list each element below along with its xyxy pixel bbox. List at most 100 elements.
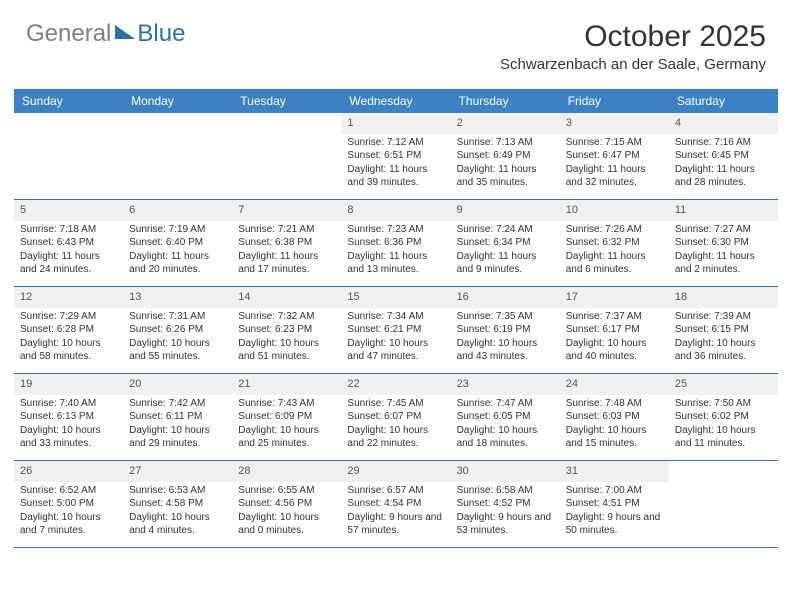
sunrise-text: Sunrise: 7:27 AM — [675, 223, 772, 237]
day-cell: 2Sunrise: 7:13 AMSunset: 6:49 PMDaylight… — [451, 113, 560, 199]
day-number: 25 — [669, 374, 778, 395]
day-cell: 27Sunrise: 6:53 AMSunset: 4:58 PMDayligh… — [123, 461, 232, 547]
day-cell: 8 Sunrise: 7:23 AMSunset: 6:36 PMDaylight… — [341, 200, 450, 286]
week-row: 12Sunrise: 7:29 AMSunset: 6:28 PMDayligh… — [14, 287, 778, 374]
day-body: Sunrise: 7:27 AMSunset: 6:30 PMDaylight:… — [669, 223, 778, 281]
sunset-text: Sunset: 6:40 PM — [129, 236, 226, 250]
day-body: Sunrise: 7:32 AMSunset: 6:23 PMDaylight:… — [232, 310, 341, 368]
sunrise-text: Sunrise: 7:23 AM — [347, 223, 444, 237]
sunrise-text: Sunrise: 6:58 AM — [457, 484, 554, 498]
daylight-text: Daylight: 11 hours and 13 minutes. — [347, 250, 444, 277]
daylight-text: Daylight: 10 hours and 15 minutes. — [566, 424, 663, 451]
daylight-text: Daylight: 11 hours and 28 minutes. — [675, 163, 772, 190]
day-body: Sunrise: 6:57 AMSunset: 4:54 PMDaylight:… — [341, 484, 450, 542]
sunset-text: Sunset: 6:34 PM — [457, 236, 554, 250]
sunrise-text: Sunrise: 7:13 AM — [457, 136, 554, 150]
week-row: 26Sunrise: 6:52 AMSunset: 5:00 PMDayligh… — [14, 461, 778, 548]
day-cell: 14Sunrise: 7:32 AMSunset: 6:23 PMDayligh… — [232, 287, 341, 373]
logo-text-blue: Blue — [137, 20, 185, 48]
sunrise-text: Sunrise: 7:40 AM — [20, 397, 117, 411]
daylight-text: Daylight: 10 hours and 25 minutes. — [238, 424, 335, 451]
day-number: 27 — [123, 461, 232, 482]
day-cell: 17Sunrise: 7:37 AMSunset: 6:17 PMDayligh… — [560, 287, 669, 373]
header: General Blue October 2025 Schwarzenbach … — [0, 0, 792, 79]
logo-text-general: General — [26, 20, 111, 48]
sunset-text: Sunset: 6:45 PM — [675, 149, 772, 163]
location-text: Schwarzenbach an der Saale, Germany — [500, 56, 766, 73]
day-number: 13 — [123, 287, 232, 308]
dow-monday: Monday — [123, 89, 232, 113]
sunrise-text: Sunrise: 7:29 AM — [20, 310, 117, 324]
day-number: 8 — [341, 200, 450, 221]
day-number: 3 — [560, 113, 669, 134]
day-cell: 16Sunrise: 7:35 AMSunset: 6:19 PMDayligh… — [451, 287, 560, 373]
daylight-text: Daylight: 10 hours and 11 minutes. — [675, 424, 772, 451]
daylight-text: Daylight: 10 hours and 22 minutes. — [347, 424, 444, 451]
daylight-text: Daylight: 11 hours and 32 minutes. — [566, 163, 663, 190]
day-cell: . — [669, 461, 778, 547]
day-number: 31 — [560, 461, 669, 482]
daylight-text: Daylight: 10 hours and 33 minutes. — [20, 424, 117, 451]
daylight-text: Daylight: 10 hours and 29 minutes. — [129, 424, 226, 451]
title-block: October 2025 Schwarzenbach an der Saale,… — [500, 20, 766, 73]
day-cell: 11Sunrise: 7:27 AMSunset: 6:30 PMDayligh… — [669, 200, 778, 286]
day-body: Sunrise: 7:43 AMSunset: 6:09 PMDaylight:… — [232, 397, 341, 455]
day-number: 16 — [451, 287, 560, 308]
days-of-week-header: Sunday Monday Tuesday Wednesday Thursday… — [14, 89, 778, 113]
sunrise-text: Sunrise: 7:39 AM — [675, 310, 772, 324]
sunrise-text: Sunrise: 7:26 AM — [566, 223, 663, 237]
daylight-text: Daylight: 10 hours and 55 minutes. — [129, 337, 226, 364]
day-body: Sunrise: 6:55 AMSunset: 4:56 PMDaylight:… — [232, 484, 341, 542]
day-number: 22 — [341, 374, 450, 395]
day-cell: 4Sunrise: 7:16 AMSunset: 6:45 PMDaylight… — [669, 113, 778, 199]
day-number: 21 — [232, 374, 341, 395]
daylight-text: Daylight: 11 hours and 9 minutes. — [457, 250, 554, 277]
daylight-text: Daylight: 10 hours and 58 minutes. — [20, 337, 117, 364]
sunrise-text: Sunrise: 7:18 AM — [20, 223, 117, 237]
sunset-text: Sunset: 6:51 PM — [347, 149, 444, 163]
day-body: Sunrise: 7:50 AMSunset: 6:02 PMDaylight:… — [669, 397, 778, 455]
daylight-text: Daylight: 10 hours and 18 minutes. — [457, 424, 554, 451]
daylight-text: Daylight: 9 hours and 53 minutes. — [457, 511, 554, 538]
day-cell: 7Sunrise: 7:21 AMSunset: 6:38 PMDaylight… — [232, 200, 341, 286]
sunrise-text: Sunrise: 7:19 AM — [129, 223, 226, 237]
day-body: Sunrise: 7:42 AMSunset: 6:11 PMDaylight:… — [123, 397, 232, 455]
logo-triangle-icon — [115, 25, 135, 39]
sunset-text: Sunset: 6:11 PM — [129, 410, 226, 424]
logo: General Blue — [26, 20, 185, 48]
day-cell: 9Sunrise: 7:24 AMSunset: 6:34 PMDaylight… — [451, 200, 560, 286]
sunrise-text: Sunrise: 7:35 AM — [457, 310, 554, 324]
sunset-text: Sunset: 6:13 PM — [20, 410, 117, 424]
sunset-text: Sunset: 6:38 PM — [238, 236, 335, 250]
day-number: 1 — [341, 113, 450, 134]
sunset-text: Sunset: 6:30 PM — [675, 236, 772, 250]
sunset-text: Sunset: 4:52 PM — [457, 497, 554, 511]
day-cell: 10Sunrise: 7:26 AMSunset: 6:32 PMDayligh… — [560, 200, 669, 286]
sunrise-text: Sunrise: 7:21 AM — [238, 223, 335, 237]
sunrise-text: Sunrise: 7:32 AM — [238, 310, 335, 324]
day-cell: . — [14, 113, 123, 199]
daylight-text: Daylight: 10 hours and 36 minutes. — [675, 337, 772, 364]
sunset-text: Sunset: 4:56 PM — [238, 497, 335, 511]
sunrise-text: Sunrise: 7:42 AM — [129, 397, 226, 411]
sunrise-text: Sunrise: 7:00 AM — [566, 484, 663, 498]
sunrise-text: Sunrise: 7:16 AM — [675, 136, 772, 150]
day-number: 30 — [451, 461, 560, 482]
daylight-text: Daylight: 11 hours and 35 minutes. — [457, 163, 554, 190]
dow-wednesday: Wednesday — [341, 89, 450, 113]
day-cell: 12Sunrise: 7:29 AMSunset: 6:28 PMDayligh… — [14, 287, 123, 373]
day-body: Sunrise: 7:19 AMSunset: 6:40 PMDaylight:… — [123, 223, 232, 281]
dow-thursday: Thursday — [451, 89, 560, 113]
sunset-text: Sunset: 6:05 PM — [457, 410, 554, 424]
weeks-container: ...1Sunrise: 7:12 AMSunset: 6:51 PMDayli… — [14, 113, 778, 548]
sunset-text: Sunset: 6:15 PM — [675, 323, 772, 337]
sunrise-text: Sunrise: 7:43 AM — [238, 397, 335, 411]
daylight-text: Daylight: 9 hours and 57 minutes. — [347, 511, 444, 538]
day-number: 9 — [451, 200, 560, 221]
daylight-text: Daylight: 10 hours and 0 minutes. — [238, 511, 335, 538]
day-cell: 29Sunrise: 6:57 AMSunset: 4:54 PMDayligh… — [341, 461, 450, 547]
sunset-text: Sunset: 6:36 PM — [347, 236, 444, 250]
day-number: 5 — [14, 200, 123, 221]
day-body: Sunrise: 7:29 AMSunset: 6:28 PMDaylight:… — [14, 310, 123, 368]
day-cell: . — [123, 113, 232, 199]
